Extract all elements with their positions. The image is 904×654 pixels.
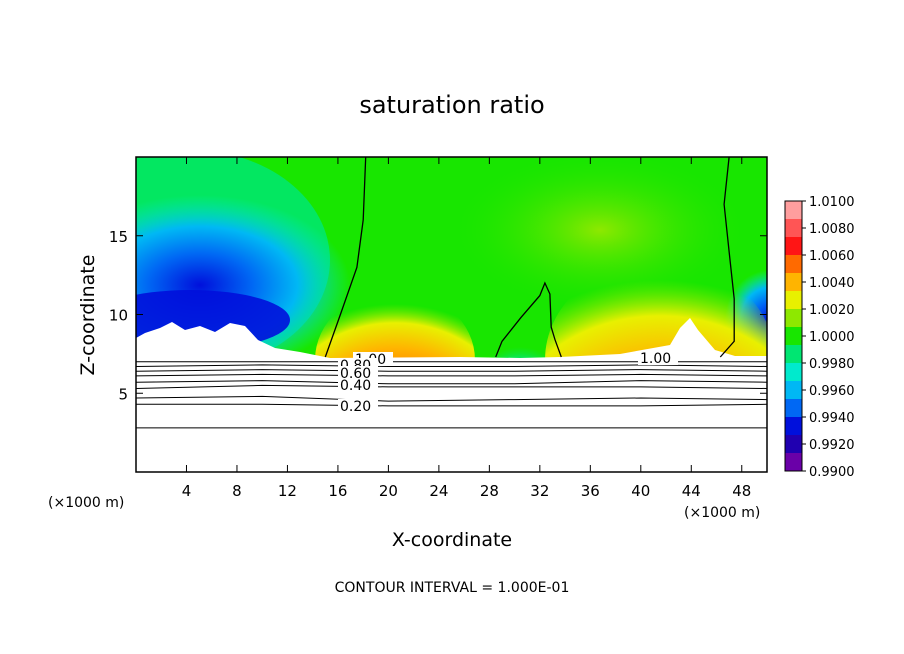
contour-line-1-00 [495,281,562,358]
x-tick-label: 48 [732,482,751,500]
contour-label: 1.00 [640,351,671,367]
contour-line-1-00 [719,157,735,358]
x-axis-ticks: 4 8 12 16 20 24 28 32 36 40 44 48 [182,157,751,500]
heatmap-field [136,157,767,472]
colorbar-swatch [785,345,802,364]
contour-lines [136,157,767,429]
contour-line [136,369,767,372]
contour-line-1-00 [324,157,367,358]
contour-label-bg [338,366,378,380]
y-tick-label: 15 [109,228,128,246]
x-tick-label: 40 [631,482,650,500]
colorbar-swatch [785,399,802,418]
colorbar-swatch [785,453,802,472]
colorbar-swatch [785,327,802,346]
contour-line [136,364,767,367]
x-tick-label: 4 [182,482,192,500]
colorbar-label: 0.9960 [809,384,855,399]
colorbar-swatch [785,201,802,220]
colorbar-swatch [785,255,802,274]
contour-line [136,403,767,407]
colorbar-swatch [785,363,802,382]
contour-label-bg [338,399,378,413]
colorbar-label: 0.9920 [809,438,855,453]
colorbar-swatch [785,309,802,328]
y-tick-label: 10 [109,307,128,325]
y-tick-label: 5 [118,385,128,403]
x-unit-left: (×1000 m) [48,495,124,511]
y-axis-ticks: 5 10 15 [109,228,767,403]
contour-line [136,395,767,402]
colorbar-swatch [785,219,802,238]
colorbar-label: 0.9980 [809,357,855,372]
colorbar-swatch [785,273,802,292]
y-axis-label: Z-coordinate [77,255,99,376]
x-unit-right: (×1000 m) [684,505,760,521]
contour-label: 0.20 [340,399,371,415]
contour-interval-text: CONTOUR INTERVAL = 1.000E-01 [335,580,570,596]
chart-title: saturation ratio [359,91,544,119]
contour-line [136,373,767,377]
colorbar-label: 1.0060 [809,249,855,264]
colorbar-label: 1.0040 [809,276,855,291]
colorbar-label: 0.9900 [809,465,855,480]
colorbar-label: 0.9940 [809,411,855,426]
x-tick-label: 44 [682,482,701,500]
contour-label: 0.40 [340,378,371,394]
contour-line [136,380,767,385]
x-tick-label: 8 [232,482,242,500]
colorbar-label: 1.0100 [809,195,855,210]
colorbar-swatch [785,237,802,256]
x-tick-label: 20 [379,482,398,500]
colorbar-label: 1.0080 [809,222,855,237]
contour-labels: 1.001.000.800.600.400.20 [338,351,678,415]
colorbar-swatch [785,435,802,454]
x-tick-label: 32 [530,482,549,500]
x-tick-label: 24 [429,482,448,500]
x-tick-label: 12 [278,482,297,500]
contour-line [136,384,767,389]
colorbar: 1.0100 1.0080 1.0060 1.0040 1.0020 1.0000 0.99… [784,195,855,480]
colorbar-swatch [785,291,802,310]
contour-label-bg [638,351,678,365]
x-tick-label: 16 [328,482,347,500]
x-axis-label: X-coordinate [392,529,512,551]
contour-label-bg [338,378,378,392]
colorbar-label: 1.0020 [809,303,855,318]
x-tick-label: 36 [581,482,600,500]
x-tick-label: 28 [480,482,499,500]
colorbar-label: 1.0000 [809,330,855,345]
colorbar-swatch [785,381,802,400]
field-lower-region [136,318,767,472]
colorbar-swatch [785,417,802,436]
